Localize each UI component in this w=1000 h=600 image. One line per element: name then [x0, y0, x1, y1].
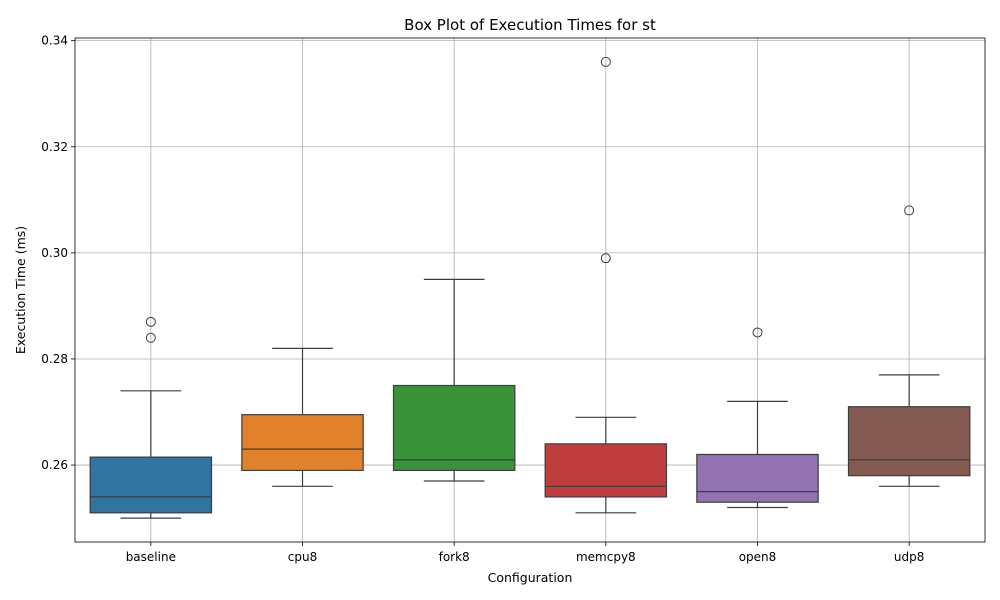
x-tick-label: open8: [739, 550, 777, 564]
chart-title: Box Plot of Execution Times for st: [404, 16, 656, 34]
iqr-box: [847, 406, 971, 477]
outlier-point: [904, 205, 915, 216]
y-tick-label: 0.34: [41, 34, 68, 48]
outlier-point: [145, 332, 156, 343]
y-tick-label: 0.30: [41, 246, 68, 260]
boxes-layer: [89, 56, 971, 519]
box-open8: [696, 327, 819, 509]
outlier-point: [600, 253, 611, 264]
box-memcpy8: [544, 56, 668, 514]
box-baseline: [89, 316, 213, 519]
plot-frame: [74, 37, 986, 543]
outlier-point: [752, 327, 763, 338]
y-tick-label: 0.26: [41, 458, 68, 472]
box-udp8: [847, 205, 971, 487]
outlier-point: [145, 316, 156, 327]
y-tick-label: 0.28: [41, 352, 68, 366]
x-tick-label: udp8: [894, 550, 924, 564]
iqr-box: [544, 443, 668, 498]
iqr-box: [89, 456, 213, 514]
x-tick-label: baseline: [126, 550, 176, 564]
y-axis-label: Execution Time (ms): [13, 226, 28, 354]
y-axis-ticks: 0.26 0.28 0.30 0.32 0.34: [41, 34, 75, 472]
y-tick-label: 0.32: [41, 140, 68, 154]
x-axis-ticks: baseline cpu8 fork8 memcpy8 open8 udp8: [126, 542, 924, 564]
x-tick-label: cpu8: [288, 550, 317, 564]
iqr-box: [241, 414, 364, 471]
outlier-point: [600, 56, 611, 67]
iqr-box: [392, 384, 516, 471]
iqr-box: [696, 453, 819, 503]
box-fork8: [392, 278, 516, 482]
box-cpu8: [241, 347, 364, 487]
x-axis-label: Configuration: [488, 570, 573, 585]
x-tick-label: fork8: [439, 550, 470, 564]
x-tick-label: memcpy8: [576, 550, 636, 564]
